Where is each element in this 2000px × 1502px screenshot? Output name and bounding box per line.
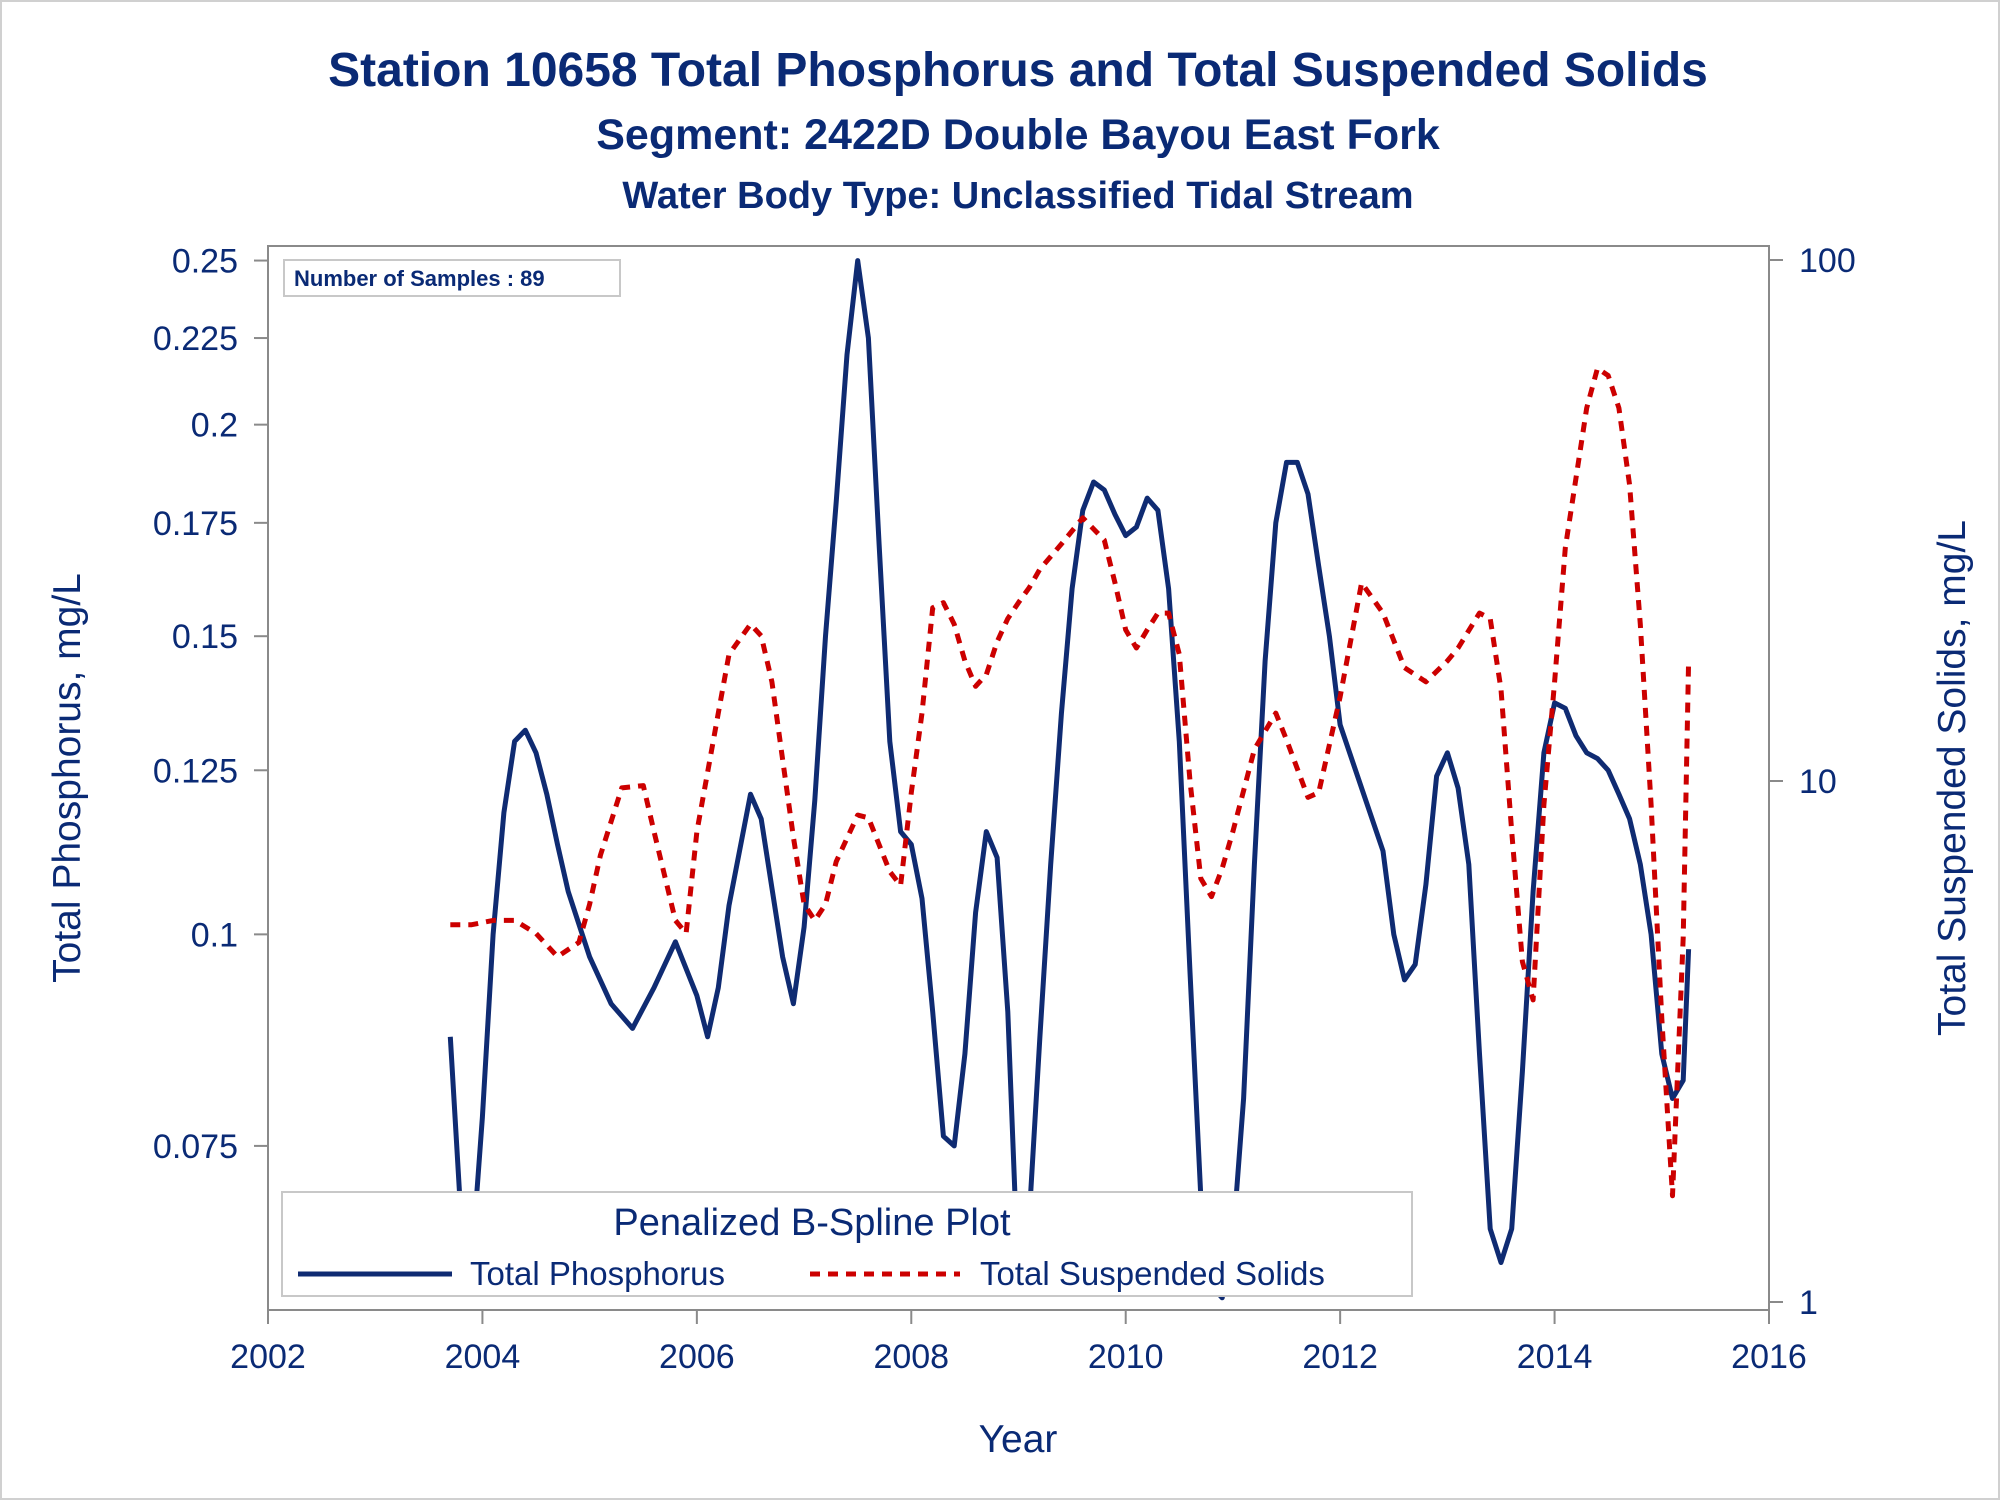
right-tick-label-100: 100 — [1799, 242, 1856, 280]
title-group: Station 10658 Total Phosphorus and Total… — [328, 44, 1708, 217]
sample-count-text: Number of Samples : 89 — [294, 266, 545, 291]
chart-subtitle-segment: Segment: 2422D Double Bayou East Fork — [596, 111, 1440, 159]
left-tick-label-0.15: 0.15 — [172, 618, 238, 656]
left-tick-label-0.25: 0.25 — [172, 243, 238, 281]
left-y-axis: 0.075 0.1 0.125 0.15 0.175 0.2 0.225 0.25 — [153, 243, 268, 1166]
left-tick-label-0.2: 0.2 — [191, 407, 238, 445]
series-layer — [447, 258, 1692, 1301]
right-y-axis: 1 10 100 — [1769, 242, 1856, 1322]
left-tick-label-0.075: 0.075 — [153, 1128, 238, 1166]
x-tick-label-2006: 2006 — [659, 1338, 735, 1376]
x-tick-label-2002: 2002 — [230, 1338, 306, 1376]
total-suspended-solids-line — [450, 365, 1692, 1199]
x-axis: 2002 2004 2006 2008 2010 2012 2014 2016 — [230, 1310, 1807, 1376]
chart-title: Station 10658 Total Phosphorus and Total… — [328, 44, 1708, 97]
right-y-axis-label: Total Suspended Solids, mg/L — [1931, 520, 1974, 1036]
x-tick-label-2010: 2010 — [1088, 1338, 1164, 1376]
left-tick-label-0.125: 0.125 — [153, 752, 238, 790]
chart-subtitle-waterbody: Water Body Type: Unclassified Tidal Stre… — [622, 175, 1413, 217]
x-tick-label-2012: 2012 — [1302, 1338, 1378, 1376]
right-tick-label-10: 10 — [1799, 763, 1837, 801]
left-tick-label-0.1: 0.1 — [191, 916, 238, 954]
legend-label-total-suspended-solids: Total Suspended Solids — [980, 1255, 1325, 1292]
x-tick-label-2004: 2004 — [445, 1338, 521, 1376]
legend-box — [281, 1191, 1413, 1297]
right-tick-label-1: 1 — [1799, 1284, 1818, 1322]
sample-count-inset: Number of Samples : 89 — [283, 259, 621, 297]
total-phosphorus-line — [447, 258, 1692, 1301]
x-tick-label-2016: 2016 — [1731, 1338, 1807, 1376]
plot-area — [267, 245, 1770, 1311]
left-tick-label-0.225: 0.225 — [153, 320, 238, 358]
x-tick-label-2008: 2008 — [873, 1338, 949, 1376]
left-tick-label-0.175: 0.175 — [153, 505, 238, 543]
x-tick-label-2014: 2014 — [1517, 1338, 1593, 1376]
legend-label-total-phosphorus: Total Phosphorus — [470, 1255, 725, 1292]
legend: Penalized B-Spline Plot Total Phosphorus… — [281, 1191, 1413, 1297]
left-y-axis-label: Total Phosphorus, mg/L — [46, 573, 89, 983]
legend-title: Penalized B-Spline Plot — [613, 1202, 1011, 1244]
x-axis-label: Year — [979, 1418, 1058, 1461]
